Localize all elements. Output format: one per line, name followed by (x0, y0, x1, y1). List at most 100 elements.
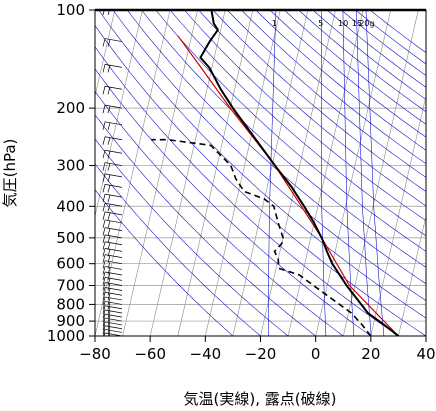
x-tick-label: −40 (190, 345, 222, 363)
dry-adiabat-line (141, 10, 436, 336)
wind-barb-feather (108, 123, 110, 130)
wind-barb-staff (105, 329, 122, 332)
wind-barb-staff (105, 326, 122, 329)
dry-adiabat-line (227, 10, 436, 336)
dry-adiabat-line (170, 10, 436, 336)
wind-barb-staff (105, 235, 122, 238)
wind-barb-feather (108, 204, 110, 211)
wind-barb-staff (105, 266, 122, 269)
wind-barb-staff (105, 86, 122, 89)
wind-barb-feather (103, 220, 105, 228)
dry-adiabat-line (156, 10, 436, 336)
mixing-ratio-label: 20g (359, 19, 374, 28)
y-tick-label: 1000 (47, 327, 85, 345)
wind-barb-staff (105, 64, 122, 67)
wind-barb-staff (105, 314, 122, 317)
wind-barb-feather (108, 175, 110, 182)
wind-barb-staff (105, 301, 122, 304)
mixing-ratio-line (268, 10, 276, 336)
wind-barb-staff (105, 318, 122, 321)
wind-barb-feather (108, 106, 110, 113)
wind-barb-staff (105, 310, 122, 313)
isotherm-line (95, 10, 170, 336)
wind-barb-staff (105, 272, 122, 275)
wind-barb-staff (105, 292, 122, 295)
y-tick-label: 700 (56, 277, 85, 295)
isotherm-line (205, 10, 280, 336)
dry-adiabat-line (184, 10, 436, 336)
dry-adiabat-line (56, 10, 371, 336)
y-tick-label: 600 (56, 255, 85, 273)
wind-barb-staff (105, 242, 122, 245)
wind-barb-staff (105, 297, 122, 300)
wind-barb-feather (103, 86, 105, 94)
wind-barb-staff (105, 220, 122, 223)
y-tick-label: 400 (56, 197, 85, 215)
wind-barb-staff (105, 322, 122, 325)
mixing-ratio-label: 5 (318, 19, 323, 28)
wind-barb-staff (105, 283, 122, 286)
y-axis-title: 気圧(hPa) (1, 139, 19, 208)
isotherm-line (398, 10, 436, 336)
wind-barb-feather (108, 65, 110, 72)
isotherm-line (123, 10, 198, 336)
mixing-ratio-labels: 1 5 10 1520g (272, 19, 375, 28)
y-tick-label: 100 (56, 1, 85, 19)
wind-barb-feather (108, 229, 110, 236)
mixing-ratio-label: 10 (338, 19, 348, 28)
wind-barb-feather (108, 236, 110, 243)
reference-line (178, 36, 399, 336)
x-axis: −80 −60 −40 −20 0 20 40 (79, 336, 435, 363)
wind-barb-feather (103, 212, 105, 220)
wind-barb-staff (105, 306, 122, 309)
wind-barb-staff (105, 277, 122, 280)
wind-barb-feather (103, 150, 105, 158)
wind-barb-feather (103, 203, 105, 211)
y-tick-label: 500 (56, 229, 85, 247)
wind-barbs (103, 7, 122, 341)
x-tick-label: −80 (79, 345, 111, 363)
wind-barb-feather (103, 163, 105, 171)
wind-barb-feather (108, 87, 110, 94)
wind-barb-feather (103, 105, 105, 113)
x-tick-label: −60 (134, 345, 166, 363)
wind-barb-staff (105, 163, 122, 166)
x-tick-label: −20 (245, 345, 277, 363)
wind-barb-feather (108, 164, 110, 171)
isotherm-line (288, 10, 363, 336)
mixing-ratio-line (356, 10, 371, 336)
mixing-ratio-label: 1 (272, 19, 277, 28)
wind-barb-staff (105, 287, 122, 290)
y-tick-label: 300 (56, 157, 85, 175)
wind-barb-feather (103, 235, 105, 243)
y-axis: 1002003004005006007008009001000 (47, 1, 95, 345)
x-axis-title: 気温(実線), 露点(破線) (184, 390, 337, 408)
wind-barb-feather (103, 64, 105, 72)
y-tick-label: 200 (56, 99, 85, 117)
dry-adiabat-line (13, 10, 288, 336)
wind-barb-staff (105, 105, 122, 108)
wind-barb-feather (103, 39, 105, 47)
wind-barb-staff (105, 261, 122, 264)
wind-barb-staff (105, 150, 122, 153)
wind-barb-feather (103, 228, 105, 236)
x-tick-label: 20 (361, 345, 380, 363)
isotherm-line (426, 10, 436, 336)
dry-adiabat-line (256, 10, 436, 336)
wind-barb-staff (105, 137, 122, 140)
wind-barb-staff (105, 248, 122, 251)
wind-barb-feather (108, 185, 110, 192)
mixing-ratio-line (321, 10, 326, 336)
isotherm-line (178, 10, 253, 336)
wind-barb-feather (103, 137, 105, 145)
wind-barb-feather (108, 221, 110, 228)
dry-adiabat-line (99, 10, 436, 336)
y-tick-label: 800 (56, 295, 85, 313)
x-tick-label: 40 (416, 345, 435, 363)
x-tick-label: 0 (311, 345, 321, 363)
wind-barb-feather (108, 138, 110, 145)
wind-barb-staff (105, 212, 122, 215)
wind-barb-feather (108, 195, 110, 202)
wind-barb-feather (108, 213, 110, 220)
